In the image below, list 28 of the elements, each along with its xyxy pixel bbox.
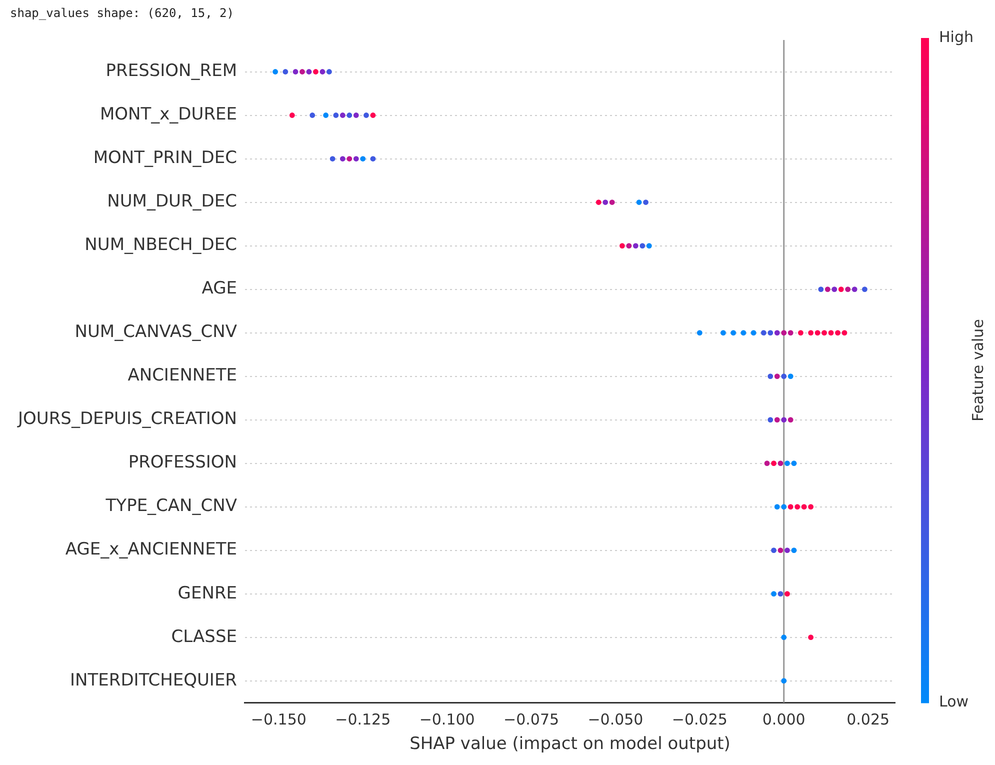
y-tick-label: AGE: [202, 278, 237, 299]
y-tick-label: GENRE: [178, 583, 237, 604]
y-tick-label: INTERDITCHEQUIER: [70, 670, 238, 690]
y-tick-label: PROFESSION: [128, 452, 237, 473]
x-axis-title: SHAP value (impact on model output): [410, 734, 730, 754]
y-tick-label: MONT_x_DUREE: [100, 104, 237, 125]
x-tick-label: −0.125: [335, 710, 391, 728]
x-tick-label: −0.050: [588, 710, 644, 728]
x-tick-label: −0.075: [504, 710, 560, 728]
x-tick-label: −0.025: [672, 710, 728, 728]
x-tick-label: −0.150: [250, 710, 306, 728]
y-tick-label: MONT_PRIN_DEC: [93, 148, 237, 168]
x-tick-label: 0.025: [846, 710, 890, 728]
text: shap_values shape: (620, 15, 2): [10, 6, 234, 20]
y-tick-label: NUM_DUR_DEC: [107, 192, 237, 212]
color-bar-label: Low: [939, 692, 969, 710]
y-tick-label: AGE_x_ANCIENNETE: [65, 540, 237, 560]
x-tick-label: −0.100: [419, 710, 475, 728]
y-tick-label: TYPE_CAN_CNV: [104, 496, 238, 516]
x-tick-label: 0.000: [762, 710, 806, 728]
y-tick-label: NUM_CANVAS_CNV: [74, 322, 238, 342]
y-tick-label: CLASSE: [171, 626, 237, 647]
y-tick-label: NUM_NBECH_DEC: [84, 235, 237, 256]
color-bar-label: High: [939, 28, 974, 46]
y-tick-label: PRESSION_REM: [106, 61, 237, 82]
y-tick-label: ANCIENNETE: [128, 366, 237, 386]
color-bar-title: Feature value: [968, 319, 987, 422]
y-tick-label: JOURS_DEPUIS_CREATION: [17, 409, 237, 430]
